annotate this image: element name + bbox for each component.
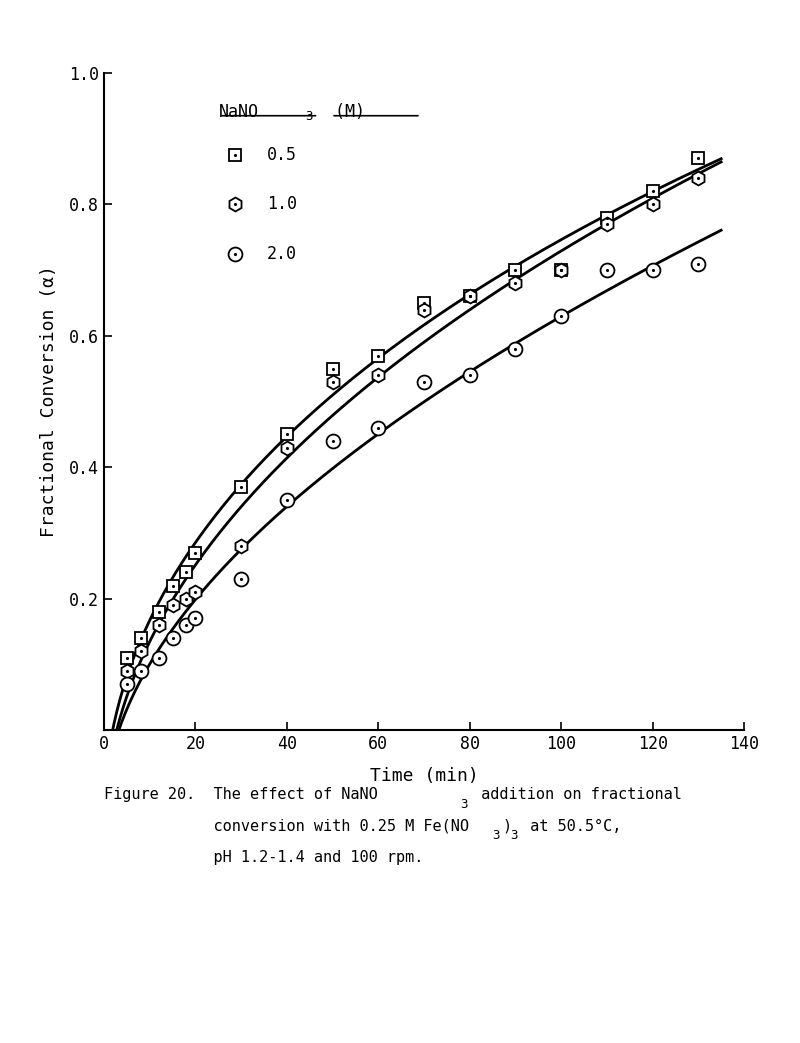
Text: Figure 20.  The effect of NaNO: Figure 20. The effect of NaNO <box>104 787 378 802</box>
Text: conversion with 0.25 M Fe(NO: conversion with 0.25 M Fe(NO <box>104 819 469 833</box>
Text: ): ) <box>502 819 511 833</box>
Text: NaNO: NaNO <box>219 102 259 121</box>
Text: 3: 3 <box>306 111 313 123</box>
Text: 2.0: 2.0 <box>267 245 298 263</box>
Text: 0.5: 0.5 <box>267 146 298 164</box>
Text: 3: 3 <box>460 798 467 810</box>
Text: pH 1.2-1.4 and 100 rpm.: pH 1.2-1.4 and 100 rpm. <box>104 850 423 865</box>
Text: 3: 3 <box>492 829 499 842</box>
Text: at 50.5°C,: at 50.5°C, <box>521 819 621 833</box>
Text: 3: 3 <box>510 829 518 842</box>
Text: 1.0: 1.0 <box>267 195 298 214</box>
Y-axis label: Fractional Conversion (α): Fractional Conversion (α) <box>40 266 58 537</box>
X-axis label: Time (min): Time (min) <box>370 767 478 784</box>
Text: addition on fractional: addition on fractional <box>472 787 682 802</box>
Text: (M): (M) <box>325 102 365 121</box>
